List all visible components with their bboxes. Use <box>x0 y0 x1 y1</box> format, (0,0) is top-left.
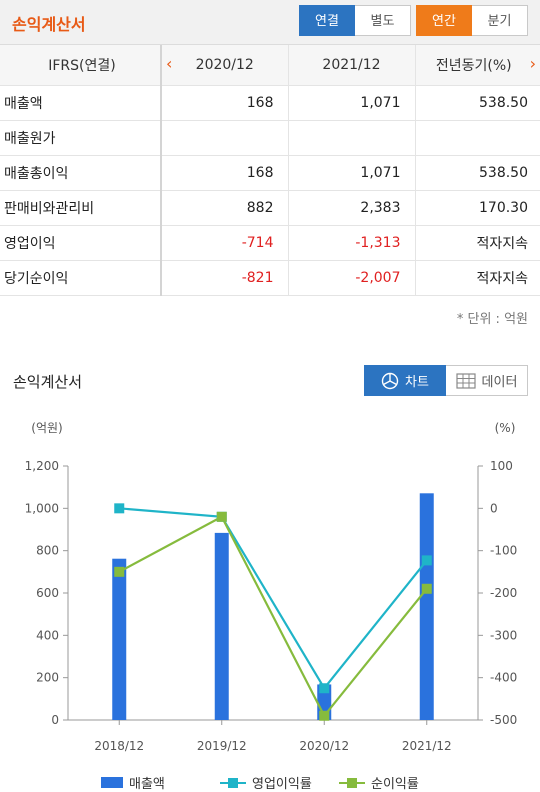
right-tick-label: -300 <box>490 628 517 642</box>
table-row: 영업이익 -714 -1,313 적자지속 <box>0 225 540 261</box>
header-yoy: 전년동기(%) › <box>415 45 540 86</box>
page-title: 손익계산서 <box>12 15 86 34</box>
cell-yoy: 170.30 <box>415 190 540 226</box>
cell-yoy: 538.50 <box>415 155 540 191</box>
left-tick-label: 0 <box>51 713 59 727</box>
table-row: 판매비와관리비 882 2,383 170.30 <box>0 190 540 226</box>
consolidation-toggle: 연결 별도 <box>299 5 411 36</box>
legend-item-operating-margin: 영업이익률 <box>220 773 312 792</box>
cell-2021: 1,071 <box>288 85 416 121</box>
cell-2021 <box>288 120 416 156</box>
cell-yoy <box>415 120 540 156</box>
chart-view-label: 차트 <box>405 375 429 390</box>
cell-yoy: 적자지속 <box>415 260 540 296</box>
table-row: 매출원가 <box>0 120 540 156</box>
legend-label-revenue: 매출액 <box>129 777 165 792</box>
annual-button[interactable]: 연간 <box>416 5 472 36</box>
x-tick-label: 2019/12 <box>197 739 247 753</box>
point-operating-margin <box>319 683 330 694</box>
pie-chart-icon <box>381 372 399 389</box>
left-tick-label: 200 <box>36 671 59 685</box>
legend-item-net-margin: 순이익률 <box>339 773 419 792</box>
cell-2021: -2,007 <box>288 260 416 296</box>
bar-revenue <box>419 493 434 720</box>
table-row: 매출액 168 1,071 538.50 <box>0 85 540 121</box>
chart-view-toggle: 차트 데이터 <box>364 365 528 396</box>
chart-section-title: 손익계산서 <box>13 373 83 391</box>
row-label: 당기순이익 <box>0 260 162 296</box>
right-tick-label: 0 <box>490 501 498 515</box>
point-net-margin <box>114 566 125 577</box>
cell-2020 <box>161 120 289 156</box>
legend-item-revenue: 매출액 <box>101 773 165 792</box>
left-tick-label: 1,200 <box>25 459 59 473</box>
prev-arrow-icon[interactable]: ‹ <box>166 54 173 73</box>
table-row: 당기순이익 -821 -2,007 적자지속 <box>0 260 540 296</box>
row-label: 매출원가 <box>0 120 162 156</box>
row-label: 판매비와관리비 <box>0 190 162 226</box>
right-tick-label: -500 <box>490 713 517 727</box>
consolidated-button[interactable]: 연결 <box>299 5 355 36</box>
legend-label-operating-margin: 영업이익률 <box>252 777 312 792</box>
left-axis-label: (억원) <box>31 421 62 435</box>
table-icon <box>455 372 476 389</box>
cell-2021: 1,071 <box>288 155 416 191</box>
legend-swatch-operating-margin <box>220 777 246 788</box>
right-tick-label: -200 <box>490 586 517 600</box>
point-operating-margin <box>114 503 125 514</box>
left-tick-label: 800 <box>36 544 59 558</box>
left-tick-label: 1,000 <box>25 501 59 515</box>
point-net-margin <box>216 511 227 522</box>
x-tick-label: 2021/12 <box>402 739 452 753</box>
data-view-label: 데이터 <box>481 375 518 390</box>
point-operating-margin <box>421 555 432 566</box>
bar-revenue <box>112 558 127 720</box>
cell-yoy: 적자지속 <box>415 225 540 261</box>
table-header-row: IFRS(연결) ‹ 2020/12 2021/12 전년동기(%) › <box>0 45 540 86</box>
legend-swatch-revenue <box>101 777 123 788</box>
next-arrow-icon[interactable]: › <box>529 54 536 73</box>
left-tick-label: 400 <box>36 628 59 642</box>
header-2021: 2021/12 <box>288 45 416 86</box>
period-toggle: 연간 분기 <box>416 5 528 36</box>
unit-note: * 단위 : 억원 <box>456 312 528 327</box>
cell-yoy: 538.50 <box>415 85 540 121</box>
bar-revenue <box>214 532 229 720</box>
right-axis-label: (%) <box>495 421 516 435</box>
income-table: IFRS(연결) ‹ 2020/12 2021/12 전년동기(%) › 매출액… <box>0 45 540 296</box>
left-tick-label: 600 <box>36 586 59 600</box>
header-2020: ‹ 2020/12 <box>161 45 289 86</box>
right-tick-label: -400 <box>490 671 517 685</box>
legend-label-net-margin: 순이익률 <box>371 777 419 792</box>
line-operating-margin <box>119 507 428 691</box>
cell-2021: 2,383 <box>288 190 416 226</box>
row-label: 매출액 <box>0 85 162 121</box>
header-2020-label: 2020/12 <box>195 56 254 73</box>
quarterly-button[interactable]: 분기 <box>472 5 528 36</box>
cell-2020: 168 <box>161 155 289 191</box>
chart-view-button[interactable]: 차트 <box>364 365 446 396</box>
row-label: 매출총이익 <box>0 155 162 191</box>
point-net-margin <box>421 583 432 594</box>
cell-2020: 168 <box>161 85 289 121</box>
cell-2020: 882 <box>161 190 289 226</box>
x-tick-label: 2020/12 <box>299 739 349 753</box>
separate-button[interactable]: 별도 <box>355 5 411 36</box>
top-bar: 손익계산서 연결 별도 연간 분기 <box>0 0 540 45</box>
header-ifrs: IFRS(연결) <box>0 45 162 86</box>
line-net-margin <box>118 515 428 718</box>
income-chart: (억원) (%) 0 200 400 600 800 1,000 1,200 -500 -400 -3… <box>25 421 518 753</box>
legend-swatch-net-margin <box>339 777 365 788</box>
point-net-margin <box>319 710 330 721</box>
cell-2020: -821 <box>161 260 289 296</box>
header-yoy-label: 전년동기(%) <box>435 57 512 74</box>
right-tick-label: -100 <box>490 544 517 558</box>
x-tick-label: 2018/12 <box>94 739 144 753</box>
cell-2020: -714 <box>161 225 289 261</box>
table-row: 매출총이익 168 1,071 538.50 <box>0 155 540 191</box>
right-tick-label: 100 <box>490 459 513 473</box>
row-label: 영업이익 <box>0 225 162 261</box>
cell-2021: -1,313 <box>288 225 416 261</box>
data-view-button[interactable]: 데이터 <box>446 365 528 396</box>
